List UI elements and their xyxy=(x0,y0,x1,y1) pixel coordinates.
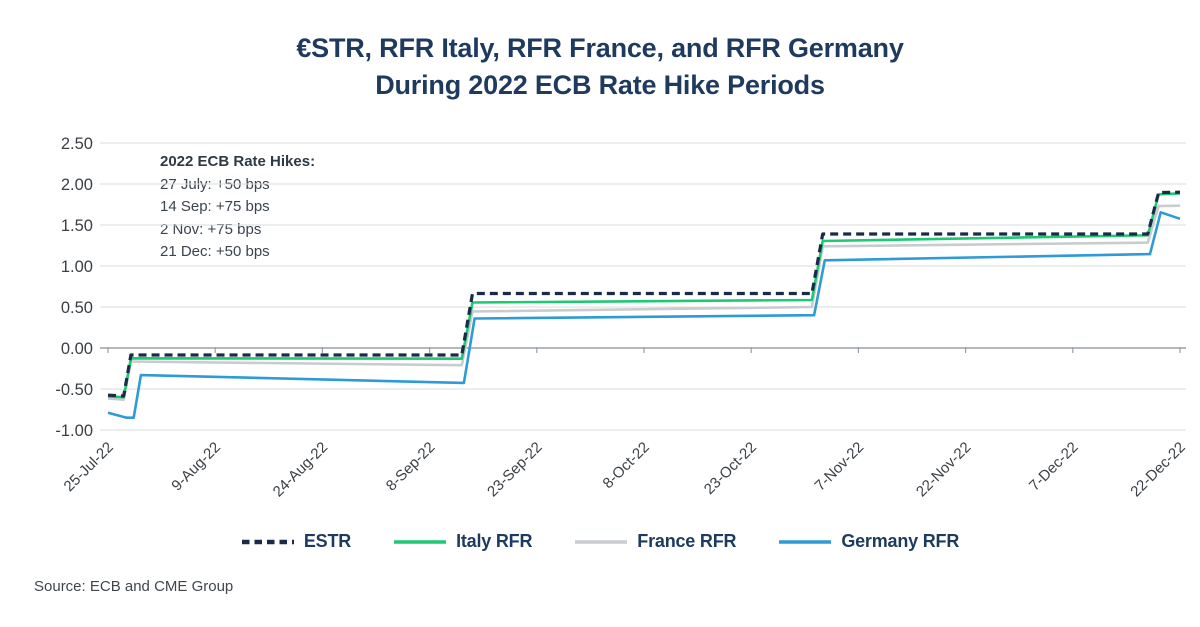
chart-svg: 2.50 2.00 1.50 1.00 0.50 0.00 -0.50 -1.0025-Jul… xyxy=(55,135,1189,501)
svg-text:23-Sep-22: 23-Sep-22 xyxy=(484,439,546,501)
legend-label-estr: ESTR xyxy=(303,531,352,551)
legend-label-france: France RFR xyxy=(637,531,737,551)
svg-text:2.00: 2.00 xyxy=(61,176,93,194)
germany-line-swatch-icon xyxy=(779,539,832,544)
france-line-swatch-icon xyxy=(575,539,628,544)
legend-label-germany: Germany RFR xyxy=(841,531,960,551)
svg-text:9-Aug-22: 9-Aug-22 xyxy=(168,439,224,495)
svg-text:8-Oct-22: 8-Oct-22 xyxy=(600,439,653,492)
svg-text:-0.50: -0.50 xyxy=(55,381,93,399)
annotation-heading: 2022 ECB Rate Hikes: xyxy=(160,153,316,170)
chart-plot-area: 2.50 2.00 1.50 1.00 0.50 0.00 -0.50 -1.00 25-Jul… xyxy=(0,125,1200,525)
legend-label-italy: Italy RFR xyxy=(456,531,533,551)
annotation-line: 21 Dec: +50 bps xyxy=(160,243,270,261)
svg-text:2.50: 2.50 xyxy=(61,135,93,153)
chart-title-line1: €STR, RFR Italy, RFR France, and RFR Ger… xyxy=(296,33,904,63)
chart-title: €STR, RFR Italy, RFR France, and RFR Ger… xyxy=(0,30,1200,104)
svg-text:23-Oct-22: 23-Oct-22 xyxy=(701,439,760,498)
svg-text:25-Jul-22: 25-Jul-22 xyxy=(61,439,117,495)
chart-legend: ESTR Italy RFR France RFR Germany RFR xyxy=(0,531,1200,552)
source-note: Source: ECB and CME Group xyxy=(34,578,234,595)
legend-item-estr: ESTR xyxy=(241,531,351,552)
svg-text:1.50: 1.50 xyxy=(61,217,93,235)
legend-item-germany: Germany RFR xyxy=(778,531,959,552)
svg-text:0.00: 0.00 xyxy=(61,340,93,358)
italy-line-swatch-icon xyxy=(394,539,447,544)
svg-text:22-Nov-22: 22-Nov-22 xyxy=(913,439,975,501)
legend-item-italy: Italy RFR xyxy=(393,531,532,552)
chart-title-line2: During 2022 ECB Rate Hike Periods xyxy=(375,70,825,100)
legend-item-france: France RFR xyxy=(574,531,737,552)
estr-line-swatch-icon xyxy=(241,539,294,544)
svg-text:8-Sep-22: 8-Sep-22 xyxy=(383,439,439,495)
svg-text:1.00: 1.00 xyxy=(61,258,93,276)
annotation-line: 14 Sep: +75 bps xyxy=(160,198,270,216)
svg-text:24-Aug-22: 24-Aug-22 xyxy=(270,439,332,501)
svg-text:0.50: 0.50 xyxy=(61,299,93,317)
svg-text:7-Dec-22: 7-Dec-22 xyxy=(1026,439,1082,495)
svg-text:7-Nov-22: 7-Nov-22 xyxy=(812,439,868,495)
svg-text:22-Dec-22: 22-Dec-22 xyxy=(1127,439,1189,501)
svg-text:-1.00: -1.00 xyxy=(55,422,93,440)
